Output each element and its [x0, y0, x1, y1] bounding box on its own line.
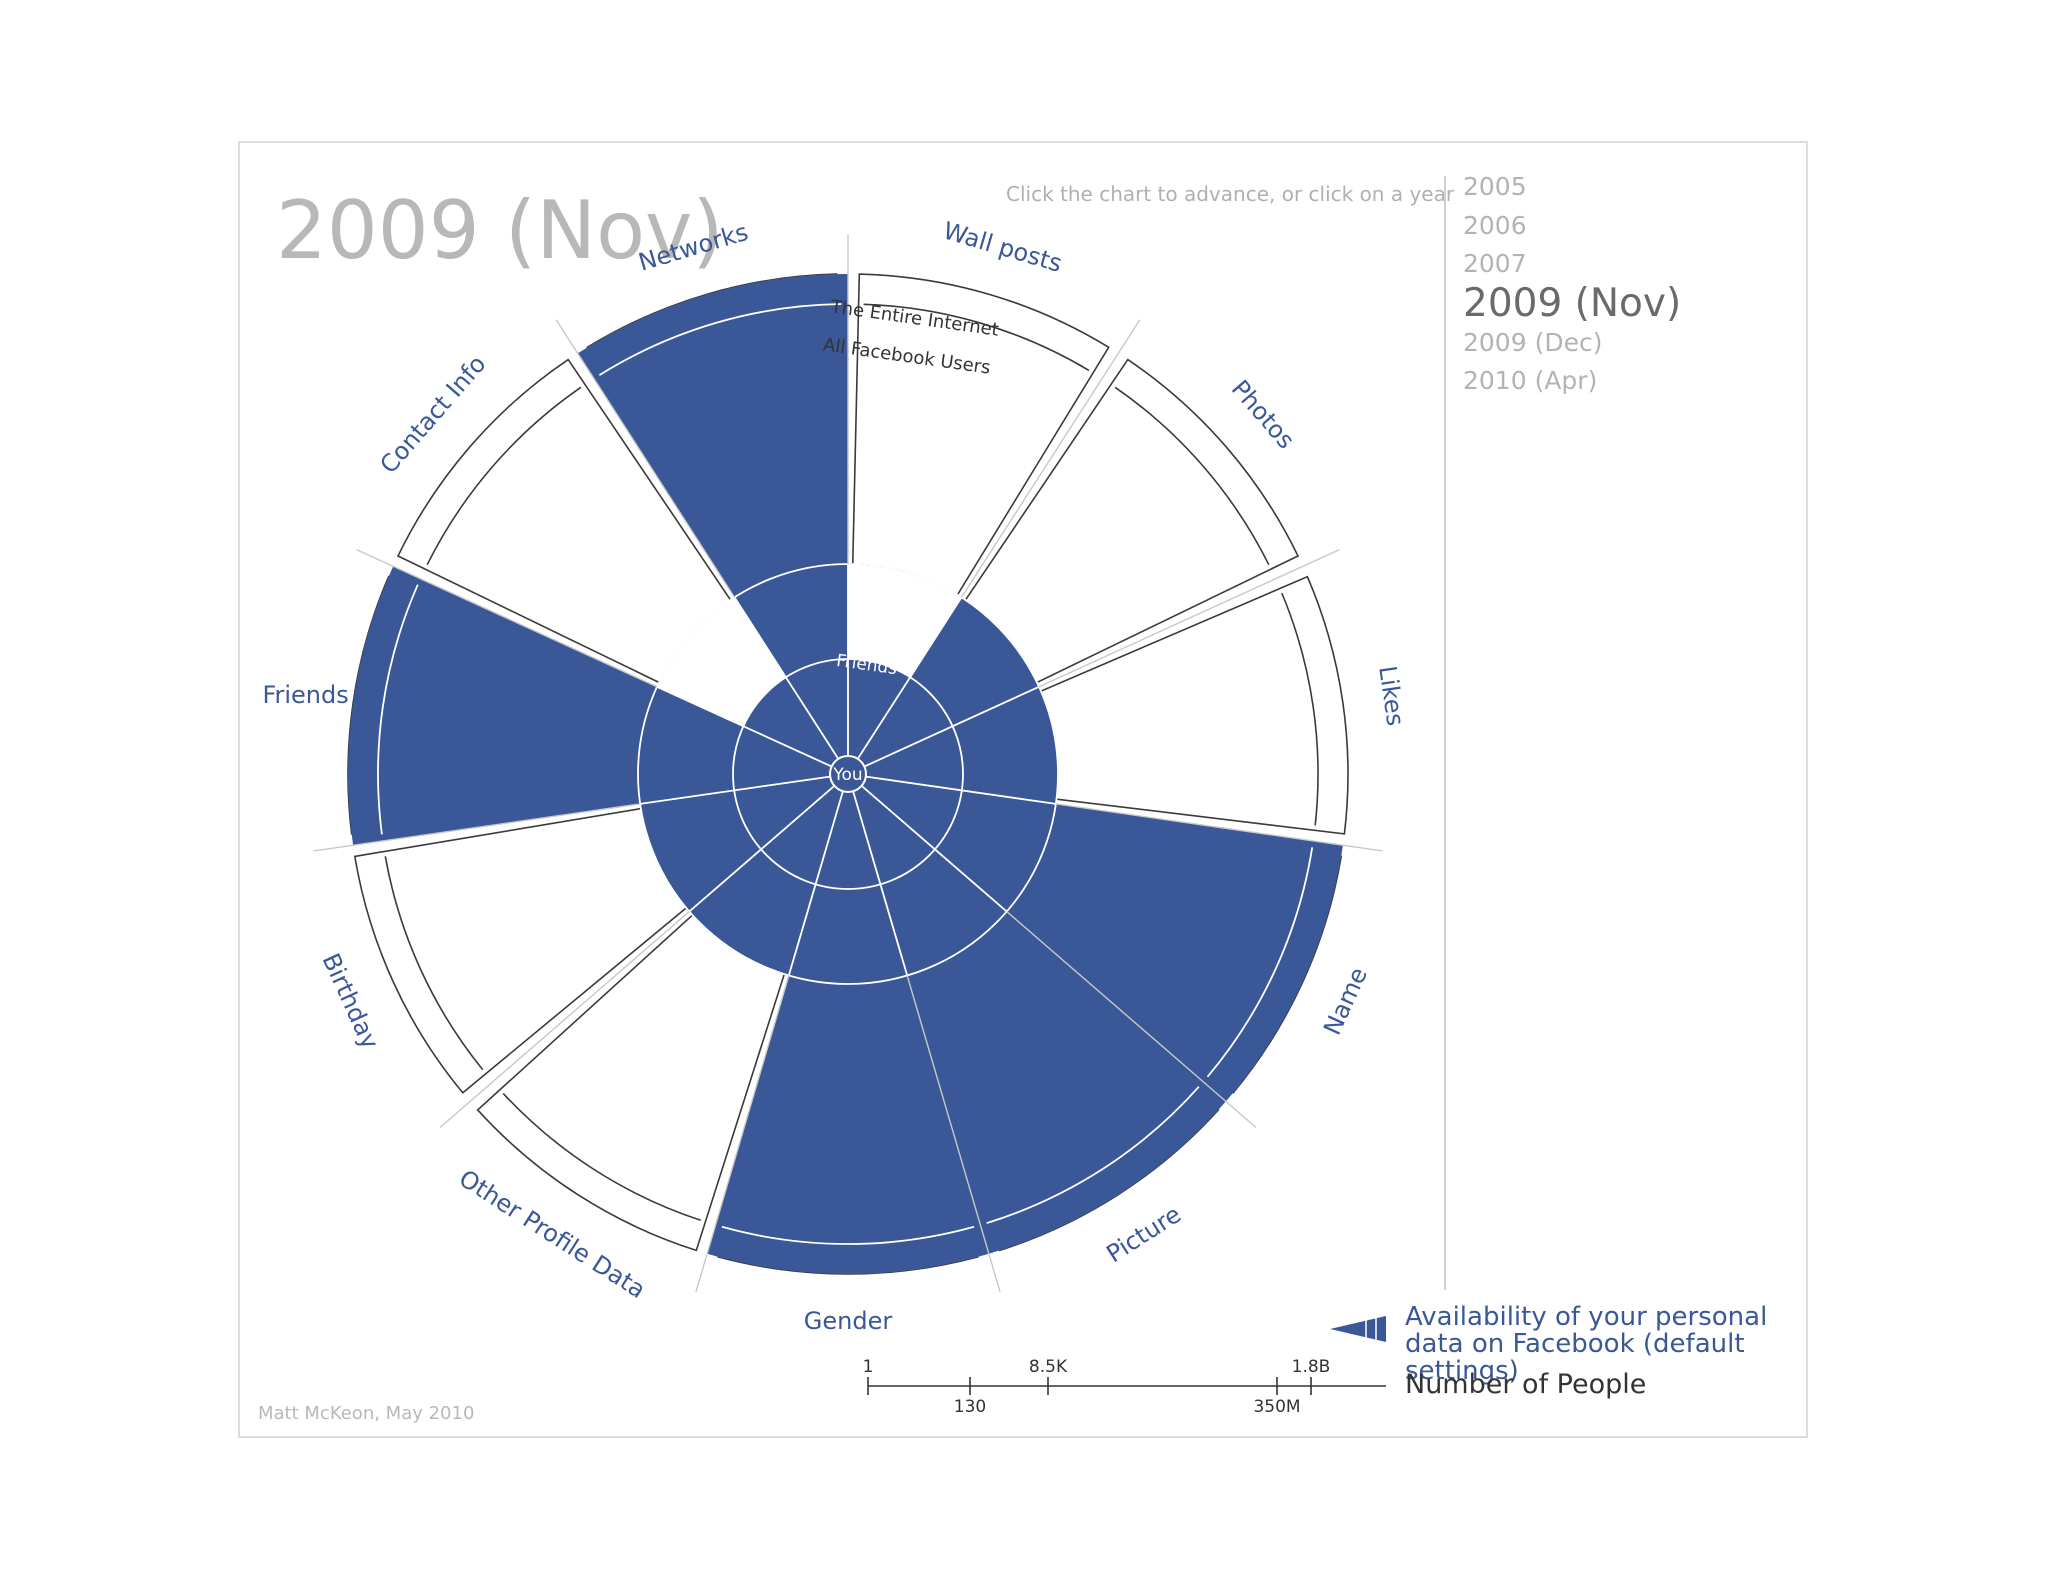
wedge-divider: [639, 775, 831, 805]
category-label: Wall posts: [940, 217, 1065, 278]
category-label: Picture: [1101, 1200, 1186, 1268]
petal-inner-arc: [502, 1092, 701, 1222]
category-label: Networks: [635, 218, 751, 277]
wedge-ring-arc: [986, 1086, 1200, 1224]
category-label: Name: [1318, 963, 1373, 1039]
legend-people: Number of People: [1405, 1369, 1647, 1400]
scale-tick-label: 8.5K: [1029, 1357, 1068, 1377]
scale-tick-label: 130: [954, 1397, 986, 1417]
scale-tick-label: 1: [863, 1357, 874, 1377]
category-label: Gender: [804, 1307, 893, 1335]
data-wedge: [640, 774, 848, 912]
data-wedge: [707, 774, 989, 1274]
year-list: 2005 2006 2007 2009 (Nov) 2009 (Dec) 2010 (Ap…: [1463, 168, 1681, 401]
scale-tick-label: 350M: [1253, 1397, 1300, 1417]
petal-inner-arc: [1114, 386, 1270, 566]
petal-inner-arc: [426, 386, 582, 566]
wedge-divider: [864, 685, 1040, 768]
petal-inner-arc: [384, 856, 484, 1071]
wedge-ring-arc: [598, 303, 842, 376]
category-label: Birthday: [317, 949, 385, 1053]
wedge-ring-arc: [1206, 847, 1314, 1078]
data-wedge: [577, 274, 848, 774]
wedge-divider: [787, 791, 844, 976]
year-option[interactable]: 2005: [1463, 172, 1527, 201]
category-label: Photos: [1226, 375, 1300, 455]
wedge-ring-arc: [721, 1225, 975, 1245]
wedge-divider: [861, 785, 1008, 913]
petal-inner-arc: [1281, 592, 1319, 826]
center-node: [829, 755, 867, 793]
data-wedge: [848, 774, 1226, 1254]
wedge-ring-arc: [377, 584, 419, 835]
wedge-divider: [852, 791, 909, 976]
ring-label: FoF: [860, 574, 894, 599]
data-wedge: [848, 659, 911, 774]
credit: Matt McKeon, May 2010: [258, 1403, 475, 1424]
wedge-divider: [865, 775, 1057, 805]
year-option[interactable]: 2009 (Dec): [1463, 327, 1603, 357]
ring-label-you: You: [832, 765, 862, 785]
year-divider: [1444, 176, 1446, 1290]
data-wedge: [848, 774, 1343, 1102]
category-label: Friends: [262, 681, 348, 709]
category-label: Likes: [1373, 664, 1409, 728]
year-option[interactable]: 2006: [1463, 210, 1527, 240]
scale-tick-label: 1.8B: [1292, 1357, 1331, 1377]
year-option[interactable]: 2009 (Nov): [1463, 280, 1682, 326]
data-wedge: [743, 677, 848, 774]
wedge-divider: [856, 596, 963, 760]
data-wedge: [348, 566, 848, 846]
year-option[interactable]: 2010 (Apr): [1463, 366, 1598, 395]
data-wedge: [848, 686, 1059, 804]
legend-availability: Availability of your personal data on Fa…: [1405, 1302, 1768, 1386]
wedge-divider: [688, 785, 835, 913]
year-option[interactable]: 2007: [1463, 249, 1527, 278]
data-wedge: [689, 774, 848, 976]
current-year-title: 2009 (Nov): [276, 184, 724, 277]
legend-swatch-icon: [1330, 1316, 1386, 1342]
instruction-text: Click the chart to advance, or click on …: [1006, 182, 1455, 206]
wedge-divider: [733, 596, 840, 760]
data-wedge: [848, 597, 1039, 774]
wedge-divider: [656, 685, 832, 768]
petal-inner-arc: [863, 303, 1090, 372]
